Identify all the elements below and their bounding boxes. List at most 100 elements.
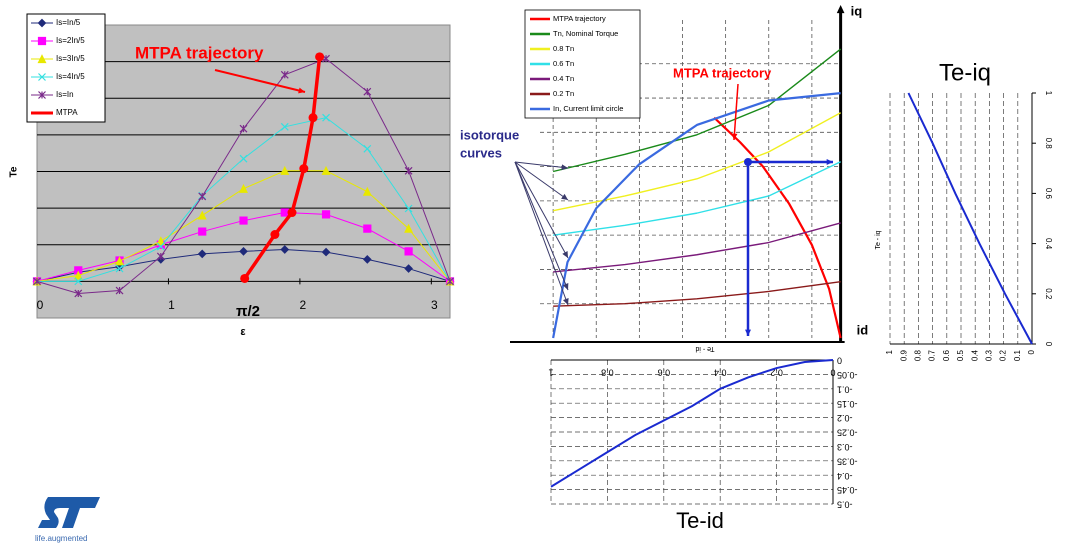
x-tick-label: 1	[885, 349, 894, 354]
annotation: π/2	[236, 303, 260, 320]
annotation: curves	[460, 145, 502, 160]
arrow	[514, 161, 569, 259]
data-point	[404, 166, 413, 175]
series-line	[552, 48, 842, 173]
x-tick-label: 0.8	[601, 368, 614, 378]
arrow	[514, 161, 569, 201]
annotation: MTPA trajectory	[673, 65, 772, 80]
legend-label: 0.4 Tn	[553, 74, 574, 83]
y-tick-label: -0.5	[837, 500, 853, 510]
legend-marker	[38, 91, 46, 99]
legend-label: MTPA	[56, 108, 78, 117]
arrow	[514, 161, 569, 291]
y-tick-label: 1	[1044, 91, 1053, 96]
data-point	[239, 183, 248, 193]
legend-label: 0.2 Tn	[553, 89, 574, 98]
arrow-head	[836, 5, 845, 14]
data-point	[299, 164, 309, 174]
data-point	[404, 223, 414, 233]
data-point	[270, 229, 280, 239]
arrow-head	[562, 251, 568, 258]
y-tick-label: 0.6	[1044, 188, 1053, 200]
x-tick-label: 0.4	[970, 349, 979, 361]
data-point	[74, 277, 83, 286]
legend-label: Is=4In/5	[56, 72, 85, 81]
arrow-head	[731, 133, 738, 140]
arrow	[733, 83, 739, 141]
x-tick-label: 0.1	[1013, 349, 1022, 361]
series-line	[550, 359, 834, 488]
x-tick-label: 1	[548, 368, 553, 378]
data-point	[363, 144, 372, 153]
axis-label: Te - id	[695, 345, 714, 352]
data-point	[362, 255, 372, 264]
data-point	[287, 208, 297, 218]
legend-label: In, Current limit circle	[553, 104, 623, 113]
legend-label: Is=In/5	[56, 18, 81, 27]
x-tick-label: 0.2	[999, 349, 1008, 361]
data-point	[404, 264, 413, 273]
y-axis-label: Te	[9, 166, 20, 177]
legend-label: Is=3In/5	[56, 54, 85, 63]
x-tick-label: 0.4	[714, 368, 727, 378]
data-point	[197, 249, 207, 259]
data-point	[321, 210, 331, 219]
data-point	[363, 87, 372, 96]
data-point	[156, 242, 165, 251]
x-tick-label: 0.7	[928, 349, 937, 361]
legend-box	[26, 13, 106, 123]
chart-title: Te-id	[676, 508, 724, 533]
legend-label: Is=In	[56, 90, 74, 99]
st-logo: life.augmented	[35, 497, 100, 543]
data-point	[404, 204, 413, 213]
data-point	[446, 277, 454, 286]
legend-marker	[38, 73, 46, 81]
legend-label: Is=2In/5	[56, 36, 85, 45]
axis-label: Te - iq	[875, 230, 882, 249]
y-tick-label: -0.25	[837, 428, 858, 438]
legend-marker	[37, 18, 47, 28]
x-tick-label: 2	[300, 298, 307, 312]
series-line	[553, 222, 841, 273]
series-line	[553, 280, 841, 307]
arrow-head	[561, 164, 568, 171]
logo-text: life.augmented	[35, 534, 87, 543]
data-point	[239, 124, 248, 133]
y-tick-label: -0.15	[837, 399, 858, 409]
data-point	[280, 165, 290, 175]
legend-label: MTPA trajectory	[553, 14, 606, 23]
arrow	[514, 161, 569, 306]
data-point	[362, 186, 372, 196]
chart-title: Te-iq	[939, 59, 991, 86]
series-line	[552, 92, 841, 339]
data-point	[115, 264, 124, 273]
data-point	[74, 289, 83, 298]
annotation: MTPA trajectory	[135, 43, 264, 62]
data-point	[156, 236, 166, 246]
arrow-head	[298, 87, 305, 94]
y-axis-label: iq	[851, 3, 863, 18]
legend-marker	[37, 36, 47, 46]
series-line	[552, 112, 841, 212]
data-point	[321, 247, 331, 257]
data-point	[322, 113, 330, 122]
data-point	[73, 270, 83, 280]
logo-mark	[38, 497, 100, 528]
series-line	[713, 116, 842, 339]
x-tick-label: 0.5	[956, 349, 965, 361]
x-tick-label: 3	[431, 298, 438, 312]
y-tick-label: 0.8	[1044, 138, 1053, 150]
x-tick-label: 0.8	[914, 349, 923, 361]
data-point	[115, 286, 124, 295]
data-point	[240, 273, 250, 283]
y-tick-label: 0	[837, 356, 842, 366]
y-tick-label: -0.45	[837, 485, 858, 495]
x-tick-label: 0.6	[942, 349, 951, 361]
series-line	[243, 56, 322, 280]
data-point	[198, 192, 207, 201]
data-point	[280, 245, 290, 254]
legend-label: 0.8 Tn	[553, 44, 574, 53]
data-point	[33, 277, 41, 286]
data-point	[363, 224, 372, 233]
x-tick-label: 1	[168, 298, 175, 312]
